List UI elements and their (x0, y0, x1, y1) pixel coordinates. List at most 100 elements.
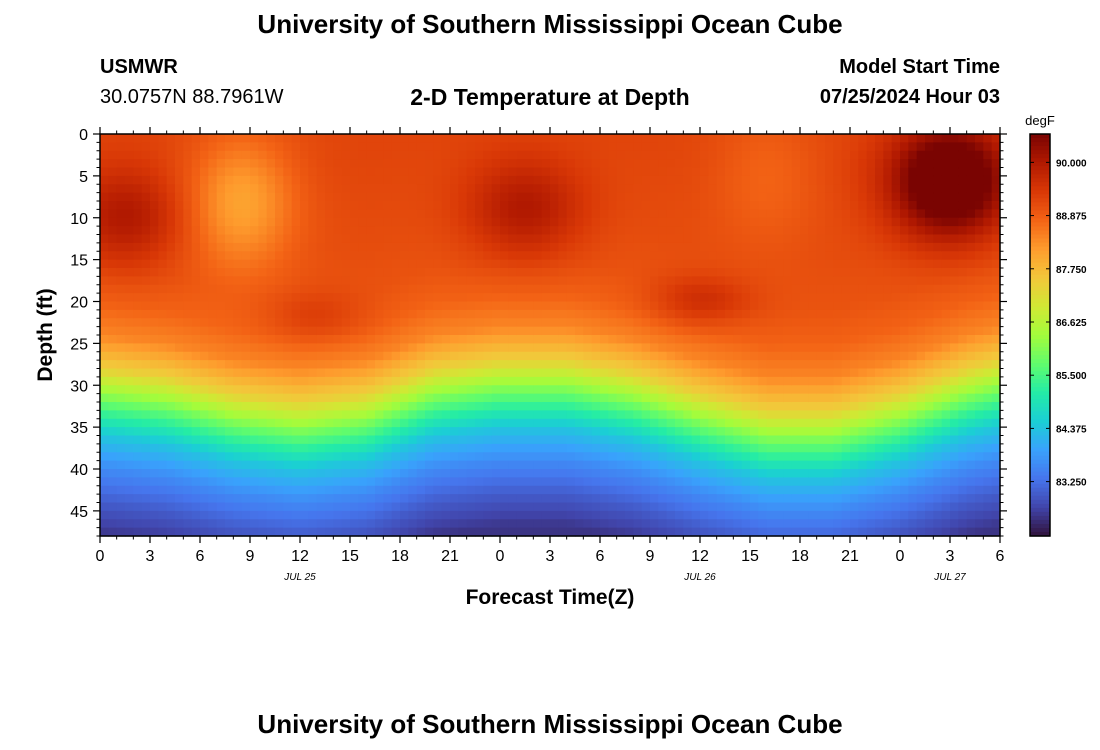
heatmap-cell (933, 175, 943, 185)
heatmap-cell (433, 385, 443, 395)
heatmap-cell (941, 519, 951, 529)
heatmap-cell (700, 343, 709, 353)
heatmap-cell (808, 293, 818, 303)
heatmap-cell (341, 427, 351, 437)
heatmap-cell (700, 427, 709, 437)
heatmap-cell (141, 410, 151, 420)
heatmap-cell (600, 159, 609, 169)
heatmap-cell (825, 460, 834, 470)
heatmap-cell (491, 276, 501, 286)
heatmap-cell (333, 393, 343, 403)
heatmap-cell (150, 460, 159, 470)
heatmap-cell (533, 268, 543, 277)
heatmap-cell (816, 527, 826, 537)
heatmap-cell (308, 452, 318, 462)
heatmap-cell (866, 242, 876, 252)
heatmap-cell (466, 485, 476, 495)
heatmap-cell (458, 259, 468, 269)
heatmap-cell (758, 142, 768, 152)
heatmap-cell (850, 376, 859, 386)
heatmap-cell (691, 293, 701, 303)
heatmap-cell (275, 192, 284, 202)
heatmap-cell (508, 360, 518, 370)
heatmap-cell (391, 427, 401, 437)
heatmap-cell (366, 134, 376, 143)
heatmap-cell (341, 360, 351, 370)
heatmap-cell (233, 393, 243, 403)
heatmap-cell (308, 234, 318, 244)
heatmap-cell (375, 159, 384, 169)
heatmap-cell (883, 477, 893, 487)
heatmap-cell (825, 326, 834, 336)
heatmap-cell (433, 527, 443, 537)
heatmap-cell (616, 443, 626, 453)
heatmap-cell (458, 251, 468, 261)
heatmap-cell (383, 217, 393, 227)
heatmap-cell (125, 519, 134, 529)
heatmap-cell (250, 452, 259, 462)
heatmap-cell (941, 150, 951, 160)
heatmap-cell (641, 418, 651, 428)
heatmap-cell (475, 167, 484, 177)
heatmap-cell (391, 519, 401, 529)
heatmap-cell (608, 519, 618, 529)
heatmap-cell (783, 293, 793, 303)
heatmap-cell (675, 217, 684, 227)
heatmap-cell (466, 393, 476, 403)
heatmap-cell (700, 368, 709, 378)
heatmap-cell (733, 376, 743, 386)
heatmap-cell (808, 192, 818, 202)
heatmap-cell (358, 460, 368, 470)
heatmap-cell (266, 175, 276, 185)
heatmap-cell (558, 435, 568, 445)
heatmap-cell (925, 427, 934, 437)
heatmap-cell (808, 452, 818, 462)
heatmap-cell (741, 293, 751, 303)
heatmap-cell (900, 159, 909, 169)
heatmap-cell (150, 502, 159, 512)
heatmap-cell (300, 175, 309, 185)
heatmap-cell (541, 519, 551, 529)
heatmap-cell (483, 217, 493, 227)
heatmap-cell (325, 268, 334, 277)
heatmap-cell (508, 469, 518, 478)
heatmap-cell (141, 251, 151, 261)
heatmap-cell (858, 519, 868, 529)
heatmap-cell (333, 209, 343, 219)
heatmap-cell (816, 242, 826, 252)
heatmap-cell (333, 335, 343, 344)
heatmap-cell (841, 402, 851, 411)
heatmap-cell (425, 251, 434, 261)
heatmap-cell (583, 335, 593, 344)
heatmap-cell (191, 510, 201, 520)
heatmap-cell (900, 452, 909, 462)
heatmap-cell (383, 385, 393, 395)
heatmap-cell (850, 351, 859, 361)
heatmap-cell (216, 393, 226, 403)
heatmap-cell (866, 301, 876, 311)
heatmap-cell (450, 410, 459, 420)
heatmap-cell (116, 469, 126, 478)
heatmap-cell (100, 175, 109, 185)
heatmap-cell (691, 368, 701, 378)
heatmap-cell (250, 293, 259, 303)
heatmap-cell (791, 318, 801, 328)
heatmap-cell (183, 351, 193, 361)
heatmap-cell (550, 167, 559, 177)
heatmap-cell (933, 226, 943, 236)
heatmap-cell (858, 201, 868, 210)
heatmap-cell (891, 418, 901, 428)
heatmap-cell (791, 376, 801, 386)
heatmap-cell (141, 201, 151, 210)
heatmap-cell (658, 284, 668, 294)
heatmap-cell (466, 192, 476, 202)
heatmap-cell (408, 385, 418, 395)
heatmap-cell (266, 351, 276, 361)
heatmap-cell (958, 385, 968, 395)
heatmap-cell (900, 134, 909, 143)
heatmap-cell (433, 184, 443, 194)
heatmap-cell (116, 427, 126, 437)
heatmap-cell (841, 519, 851, 529)
heatmap-cell (416, 217, 426, 227)
heatmap-cell (475, 284, 484, 294)
